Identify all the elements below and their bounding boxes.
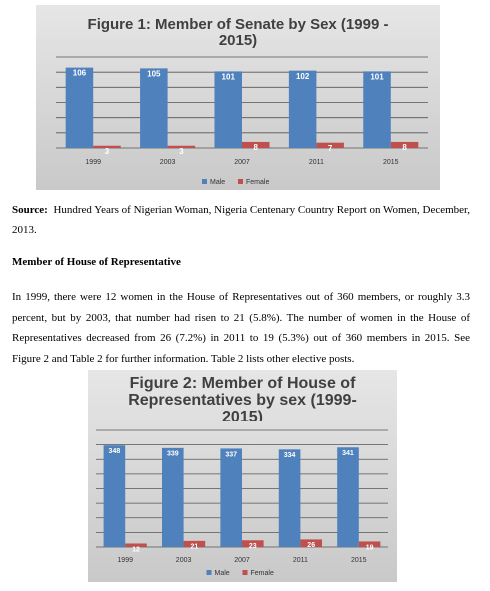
bar: [316, 142, 344, 148]
bar: [183, 540, 206, 547]
bar: [288, 70, 317, 148]
x-tick-label: 2007: [234, 557, 250, 564]
data-label: 21: [191, 544, 199, 551]
bar: [242, 141, 270, 148]
chart: Figure 1: Member of Senate by Sex (1999 …: [36, 5, 440, 190]
data-label: 334: [284, 452, 296, 459]
data-label: 101: [222, 73, 236, 82]
legend-label: Female: [251, 570, 274, 577]
data-label: 106: [73, 69, 87, 78]
data-label: 348: [109, 448, 121, 455]
bar: [103, 445, 126, 547]
bar: [140, 68, 168, 148]
paragraph: In 1999, there were 12 women in the Hous…: [12, 291, 470, 365]
data-label: 337: [225, 451, 237, 458]
bar: [358, 541, 381, 547]
x-tick-label: 2011: [309, 159, 324, 166]
bar: [300, 539, 323, 547]
bar: [390, 141, 419, 148]
data-label: 8: [254, 143, 259, 152]
data-label: 101: [370, 73, 384, 82]
chart-title: Figure 2: Member of House of Representat…: [128, 376, 357, 421]
legend-label: Male: [210, 179, 225, 186]
data-label: 23: [249, 543, 257, 550]
legend-swatch: [202, 179, 207, 184]
heading: Member of House of Representative: [12, 256, 181, 268]
data-label: 26: [307, 542, 315, 549]
chart: Figure 2: Member of House of Representat…: [88, 370, 397, 582]
bar: [220, 448, 242, 547]
bar: [278, 449, 301, 547]
x-tick-label: 2015: [351, 557, 367, 564]
source-label: Source:: [12, 204, 48, 216]
x-tick-label: 1999: [117, 557, 133, 564]
x-tick-label: 2007: [234, 159, 250, 166]
legend-label: Female: [246, 179, 269, 186]
x-tick-label: 2003: [176, 557, 192, 564]
data-label: 339: [167, 451, 179, 458]
legend-swatch: [242, 570, 248, 575]
bar: [93, 145, 121, 148]
bar: [125, 543, 147, 547]
bar: [242, 540, 264, 547]
bar: [167, 145, 196, 148]
bar: [337, 447, 359, 547]
data-label: 12: [132, 546, 140, 553]
data-label: 102: [296, 72, 310, 81]
data-label: 19: [366, 544, 374, 551]
x-tick-label: 2011: [293, 557, 308, 564]
chart-title: Figure 1: Member of Senate by Sex (1999 …: [87, 17, 389, 49]
legend-label: Male: [215, 570, 230, 577]
legend-swatch: [206, 570, 212, 575]
data-label: 8: [402, 143, 407, 152]
x-tick-label: 2015: [383, 159, 399, 166]
title-box: Figure 1: Member of Senate by Sex (1999 …: [87, 17, 389, 49]
data-label: 3: [179, 147, 184, 156]
data-label: 3: [105, 147, 110, 156]
data-label: 7: [328, 144, 333, 153]
title-box: Figure 2: Member of House of Representat…: [128, 376, 357, 421]
bar: [214, 71, 242, 148]
bar: [363, 71, 391, 148]
data-label: 105: [147, 69, 161, 78]
source-text: Hundred Years of Nigerian Woman, Nigeria…: [12, 204, 471, 236]
x-tick-label: 1999: [85, 159, 101, 166]
x-tick-label: 2003: [160, 159, 176, 166]
data-label: 341: [342, 450, 354, 457]
source: Source: Hundred Years of Nigerian Woman,…: [12, 200, 470, 240]
legend-swatch: [238, 179, 243, 184]
bar: [161, 447, 184, 547]
bar: [65, 67, 94, 148]
